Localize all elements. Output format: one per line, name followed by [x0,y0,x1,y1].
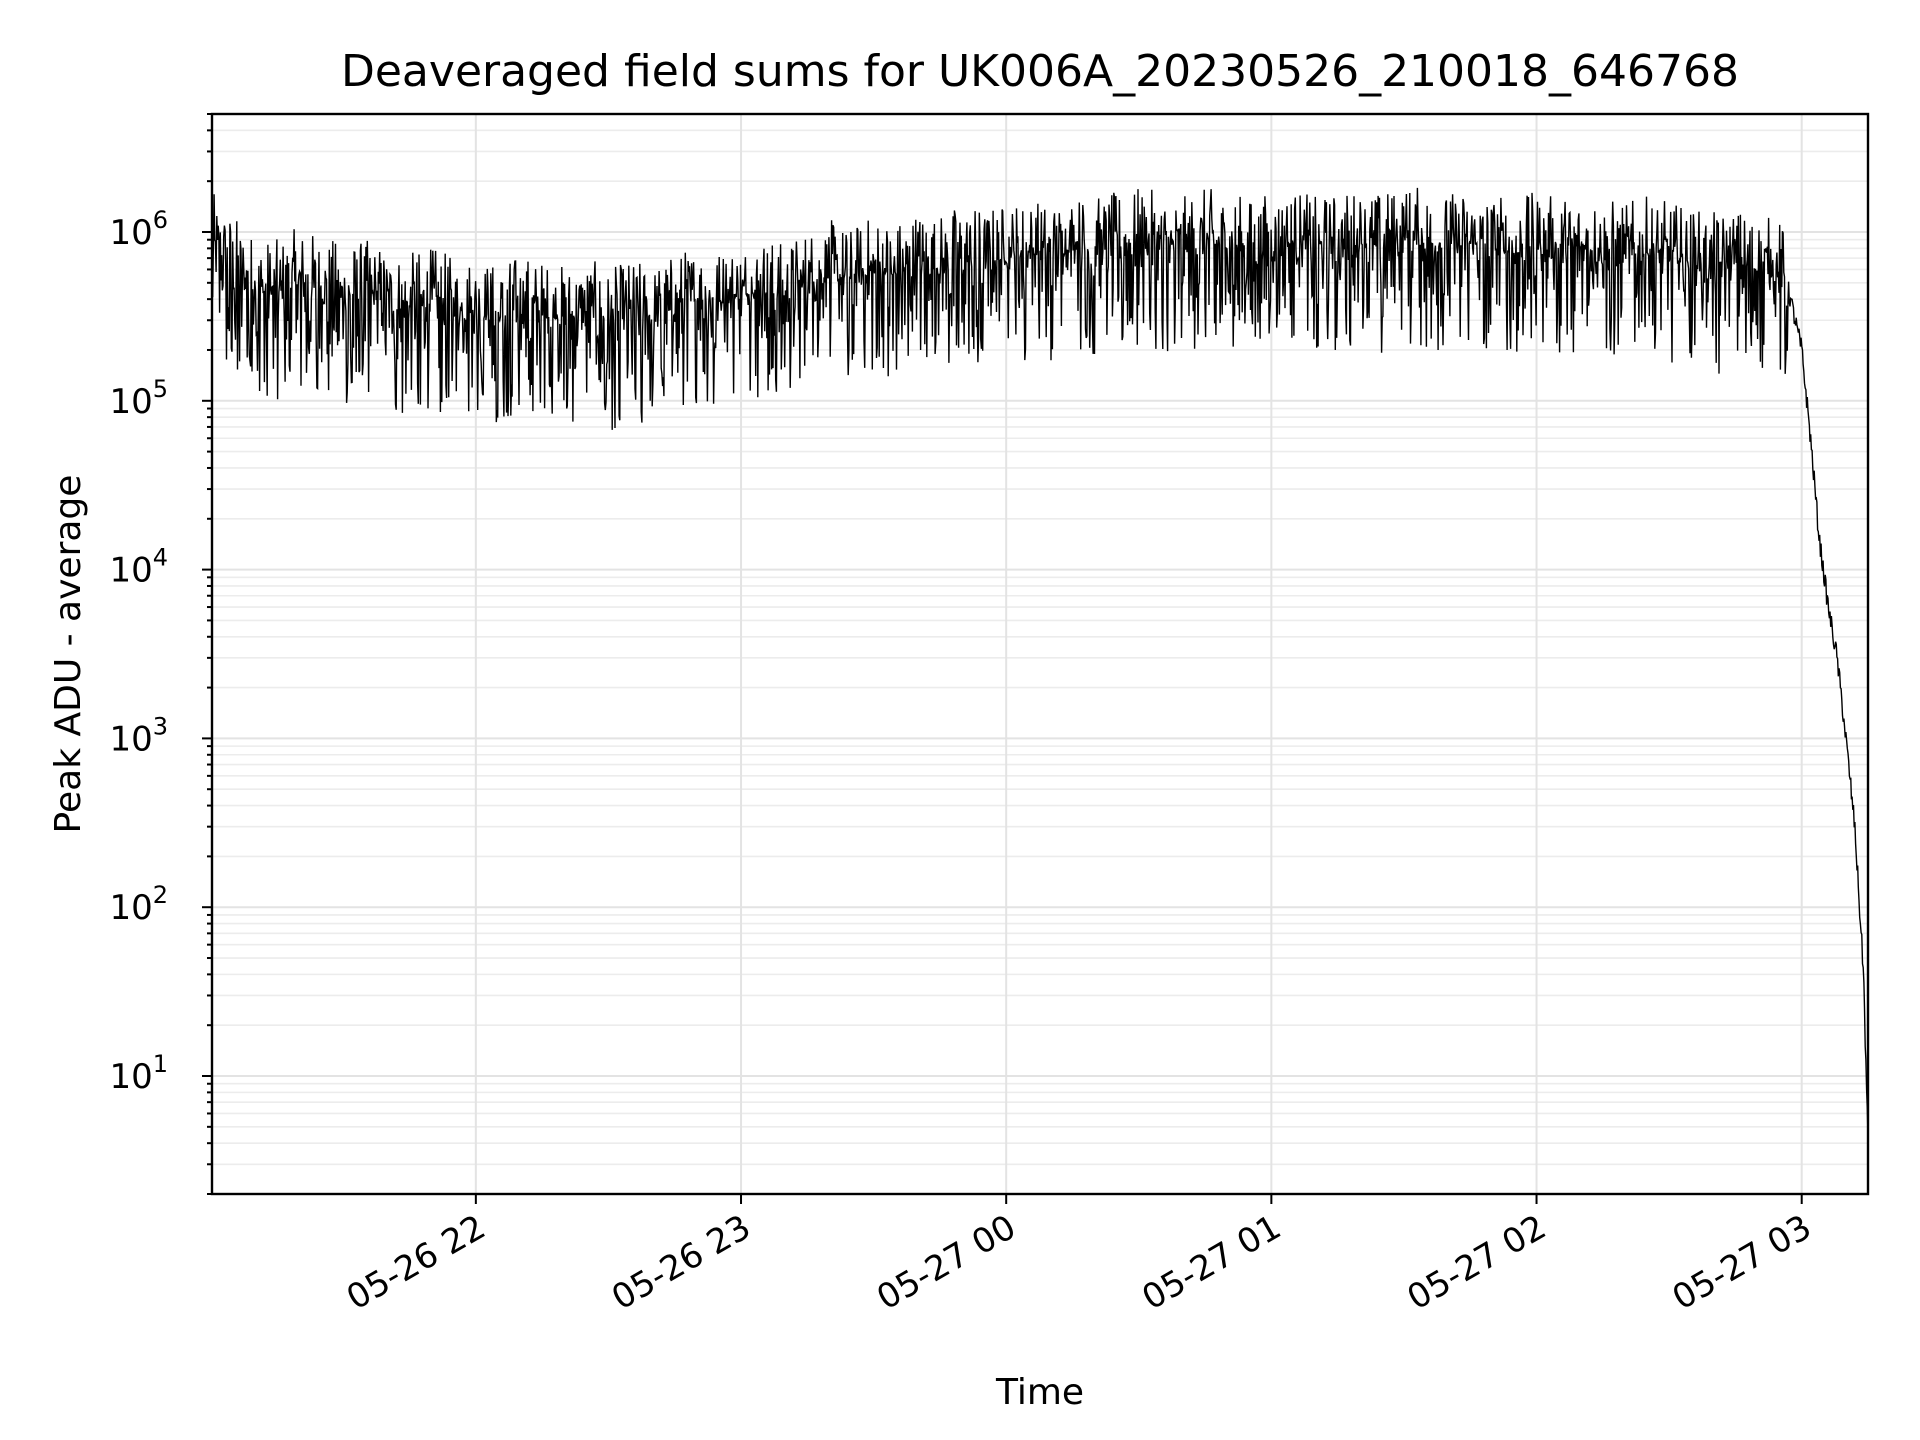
x-tick-label: 05-27 02 [1401,1207,1553,1318]
x-tick-label: 05-26 22 [340,1207,492,1318]
series-layer [211,187,1869,1137]
chart-title: Deaveraged field sums for UK006A_2023052… [341,46,1739,97]
x-tick-label: 05-27 03 [1666,1207,1818,1318]
y-tick-label: 105 [109,375,168,422]
y-tick-label: 102 [109,881,168,928]
y-tick-label: 106 [109,206,168,253]
minor-gridlines [212,113,1868,1195]
plot-frame [210,112,1870,1196]
y-tick-label: 104 [109,544,168,591]
x-axis: 05-26 22 05-26 23 05-27 00 05-27 01 05-27 02… [340,1194,1818,1318]
x-tick-label: 05-26 23 [605,1207,757,1318]
y-axis-label: Peak ADU - average [48,475,89,834]
x-tick-label: 05-27 01 [1135,1207,1287,1318]
y-tick-label: 101 [109,1050,168,1097]
major-gridlines [212,114,1868,1194]
y-axis: 101 102 103 104 105 106 [109,113,212,1195]
x-tick-label: 05-27 00 [870,1207,1022,1318]
series-line [211,187,1869,1137]
x-axis-label: Time [995,1372,1084,1413]
y-tick-label: 103 [109,712,168,759]
